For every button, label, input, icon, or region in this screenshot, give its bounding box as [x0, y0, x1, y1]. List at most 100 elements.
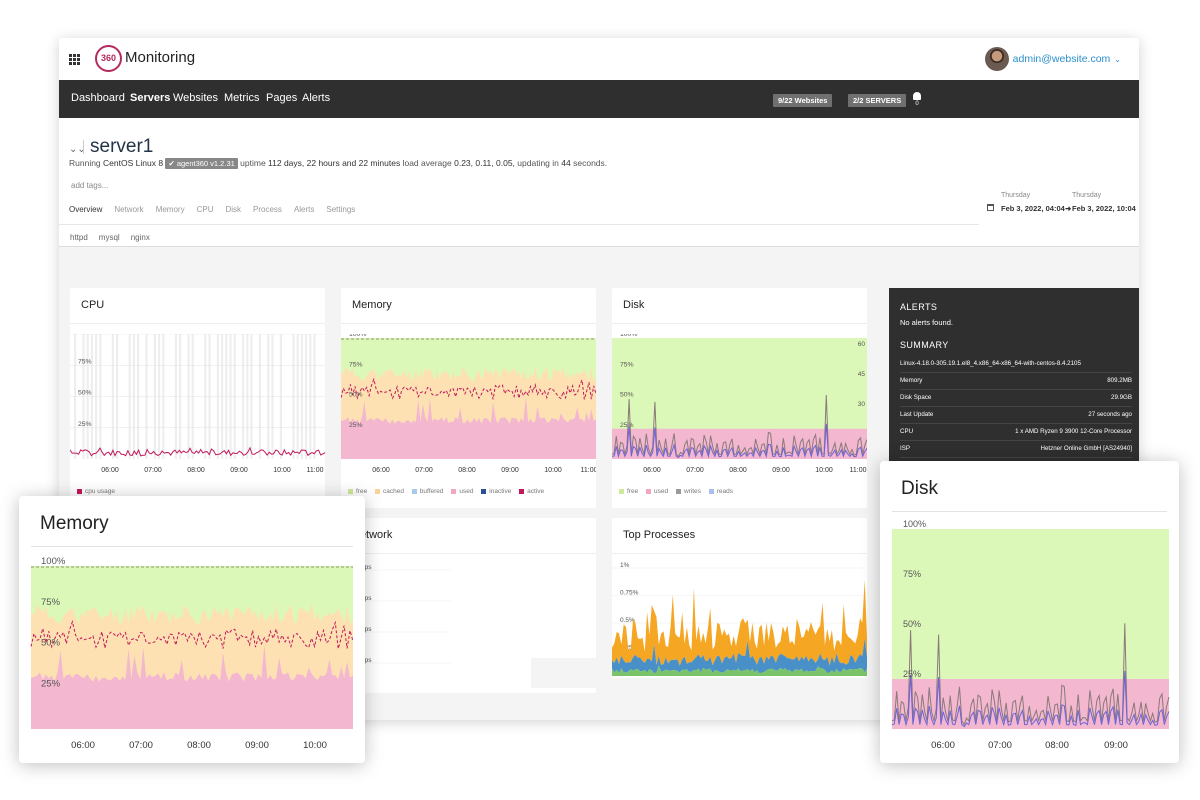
x-tick-label: 09:00 [230, 467, 248, 474]
legend-cached: cached [383, 488, 404, 495]
nav-metrics[interactable]: Metrics [224, 92, 260, 104]
chevron-down-icon[interactable]: ⌄ [1114, 54, 1121, 64]
x-tick-label: 11:00 [307, 467, 324, 474]
y-tick-label: 100% [903, 519, 926, 529]
summary-heading: SUMMARY [900, 340, 949, 350]
legend-reads: reads [716, 488, 733, 495]
summary-row: Last Update 27 seconds ago [900, 407, 1132, 424]
title-divider [83, 140, 84, 154]
x-tick-label: 08:00 [187, 740, 211, 751]
disk-chart[interactable]: 100% 75% 50% 25% 06:00 07:00 08:00 09:00 10:00 11… [612, 334, 867, 484]
avatar[interactable] [984, 47, 1009, 71]
legend-active: active [527, 488, 545, 495]
user-email[interactable]: admin@website.com [1012, 53, 1111, 65]
nav-servers[interactable]: Servers [130, 92, 171, 104]
cpu-card-title: CPU [81, 299, 105, 311]
x-tick-label: 07:00 [686, 467, 704, 474]
notifications-bell-icon[interactable]: 0 [912, 92, 922, 107]
legend-free: free [356, 488, 368, 495]
add-tags-input[interactable]: add tags... [71, 181, 109, 190]
memory-legend: free cached buffered used inactive activ… [348, 488, 544, 495]
notification-count: 0 [915, 101, 919, 107]
network-chart[interactable]: bps bps bps bps [341, 558, 596, 688]
y-tick-label: 25% [903, 669, 921, 679]
y-tick-label: 100% [620, 334, 637, 338]
y-tick-label: 50% [41, 638, 61, 649]
service-tab-httpd[interactable]: httpd [70, 233, 88, 242]
disk-legend: free used writes reads [619, 488, 733, 495]
process-blue-area [612, 638, 867, 674]
y-tick-label: 0.5% [620, 617, 635, 624]
logo-icon[interactable]: 360 [95, 45, 122, 72]
range-from-day: Thursday [1001, 192, 1031, 199]
tab-network[interactable]: Network [114, 205, 144, 214]
tab-disk[interactable]: Disk [225, 205, 242, 214]
legend-swatch [646, 488, 652, 494]
tab-process[interactable]: Process [253, 205, 282, 214]
tab-settings[interactable]: Settings [326, 205, 356, 214]
x-tick-label: 10:00 [544, 467, 562, 474]
agent-version-badge: ✔ agent360 v1.2.31 [165, 158, 238, 169]
summary-value: Hetzner Online GmbH [AS24940] [1040, 445, 1132, 452]
apps-grid-icon[interactable] [69, 54, 80, 65]
kernel-row: Linux-4.18.0-305.19.1.el8_4.x86_64-x86_6… [900, 356, 1132, 373]
y-tick-label: 75% [349, 361, 363, 368]
x-tick-label: 10:00 [273, 467, 291, 474]
y-tick-label: 0.25% [620, 645, 639, 652]
service-tab-nginx[interactable]: nginx [130, 233, 150, 242]
service-tabs: httpd mysql nginx [70, 233, 161, 242]
y-tick-label: bps [361, 657, 372, 664]
x-tick-label: 07:00 [144, 467, 162, 474]
tab-cpu[interactable]: CPU [196, 205, 214, 214]
disk-zoom-chart[interactable]: 100% 75% 50% 25% 06:00 07:00 08:00 09:00 [880, 517, 1179, 763]
server-info-line: Running CentOS Linux 8 ✔ agent360 v1.2.3… [69, 158, 607, 169]
y-tick-label: bps [361, 626, 372, 633]
x-tick-label: 10:00 [303, 740, 327, 751]
tab-overview[interactable]: Overview [69, 205, 103, 214]
memory-zoom-chart[interactable]: 100% 75% 50% 25% 06:00 07:00 08:00 09:00 10:00 [19, 554, 365, 763]
legend-writes: writes [683, 488, 701, 495]
y-tick-label: 50% [349, 392, 363, 399]
legend-buffered: buffered [419, 488, 444, 495]
x-tick-label: 08:00 [729, 467, 747, 474]
nav-pages[interactable]: Pages [266, 92, 298, 104]
summary-value: 809.2MB [1107, 377, 1132, 384]
servers-count-badge[interactable]: 2/2 SERVERS [848, 94, 907, 107]
processes-chart[interactable]: 1% 0.75% 0.5% 0.25% [612, 558, 867, 678]
service-tab-mysql[interactable]: mysql [98, 233, 120, 242]
y-tick-label: 50% [903, 619, 921, 629]
websites-count-badge[interactable]: 9/22 Websites [773, 94, 833, 107]
x-tick-label: 06:00 [71, 740, 95, 751]
cpu-chart[interactable]: 100%75%50%25%06:0007:0008:0009:0010:0011… [70, 334, 325, 484]
zoom-divider [31, 546, 353, 547]
y-tick-label: 25% [78, 421, 92, 428]
running-label: Running [69, 158, 101, 168]
process-green-area [612, 665, 867, 676]
y-tick-label: bps [361, 564, 372, 571]
user-menu[interactable]: admin@website.com ⌄ [984, 47, 1121, 71]
y-tick-label: 100% [349, 334, 366, 338]
brand-name[interactable]: Monitoring [125, 49, 196, 66]
memory-chart[interactable]: 100% 75% 50% 25% 06:00 07:00 08:00 09:00 10:00 11… [341, 334, 596, 484]
x-tick-label: 10:00 [815, 467, 833, 474]
legend-swatch [519, 488, 525, 494]
collapse-chevron-icon[interactable]: ⌄⌄ [69, 144, 86, 155]
x-tick-label: 11:00 [581, 467, 597, 474]
summary-row: Memory 809.2MB [900, 373, 1132, 390]
tab-alerts[interactable]: Alerts [293, 205, 315, 214]
nav-dashboard[interactable]: Dashboard [71, 92, 125, 104]
disk-zoom-panel: Disk 100% 75% 50% 25% 06:00 07:00 08:00 09:00 [880, 461, 1179, 763]
nav-alerts[interactable]: Alerts [302, 92, 331, 104]
memory-used-area [31, 644, 353, 729]
summary-panel: ALERTS No alerts found. SUMMARY Linux-4.… [889, 288, 1139, 468]
legend-swatch [375, 488, 381, 494]
y-tick-label: 25% [349, 422, 363, 429]
cpu-usage-line [70, 446, 325, 457]
nav-websites[interactable]: Websites [173, 92, 219, 104]
tab-memory[interactable]: Memory [155, 205, 185, 214]
server-uptime: 112 days, 22 hours and 22 minutes [268, 158, 401, 168]
x-tick-label: 11:00 [850, 467, 867, 474]
memory-active-line [341, 377, 596, 400]
top-bar: 360 Monitoring admin@website.com ⌄ [59, 38, 1139, 80]
load-label: load average [402, 158, 452, 168]
